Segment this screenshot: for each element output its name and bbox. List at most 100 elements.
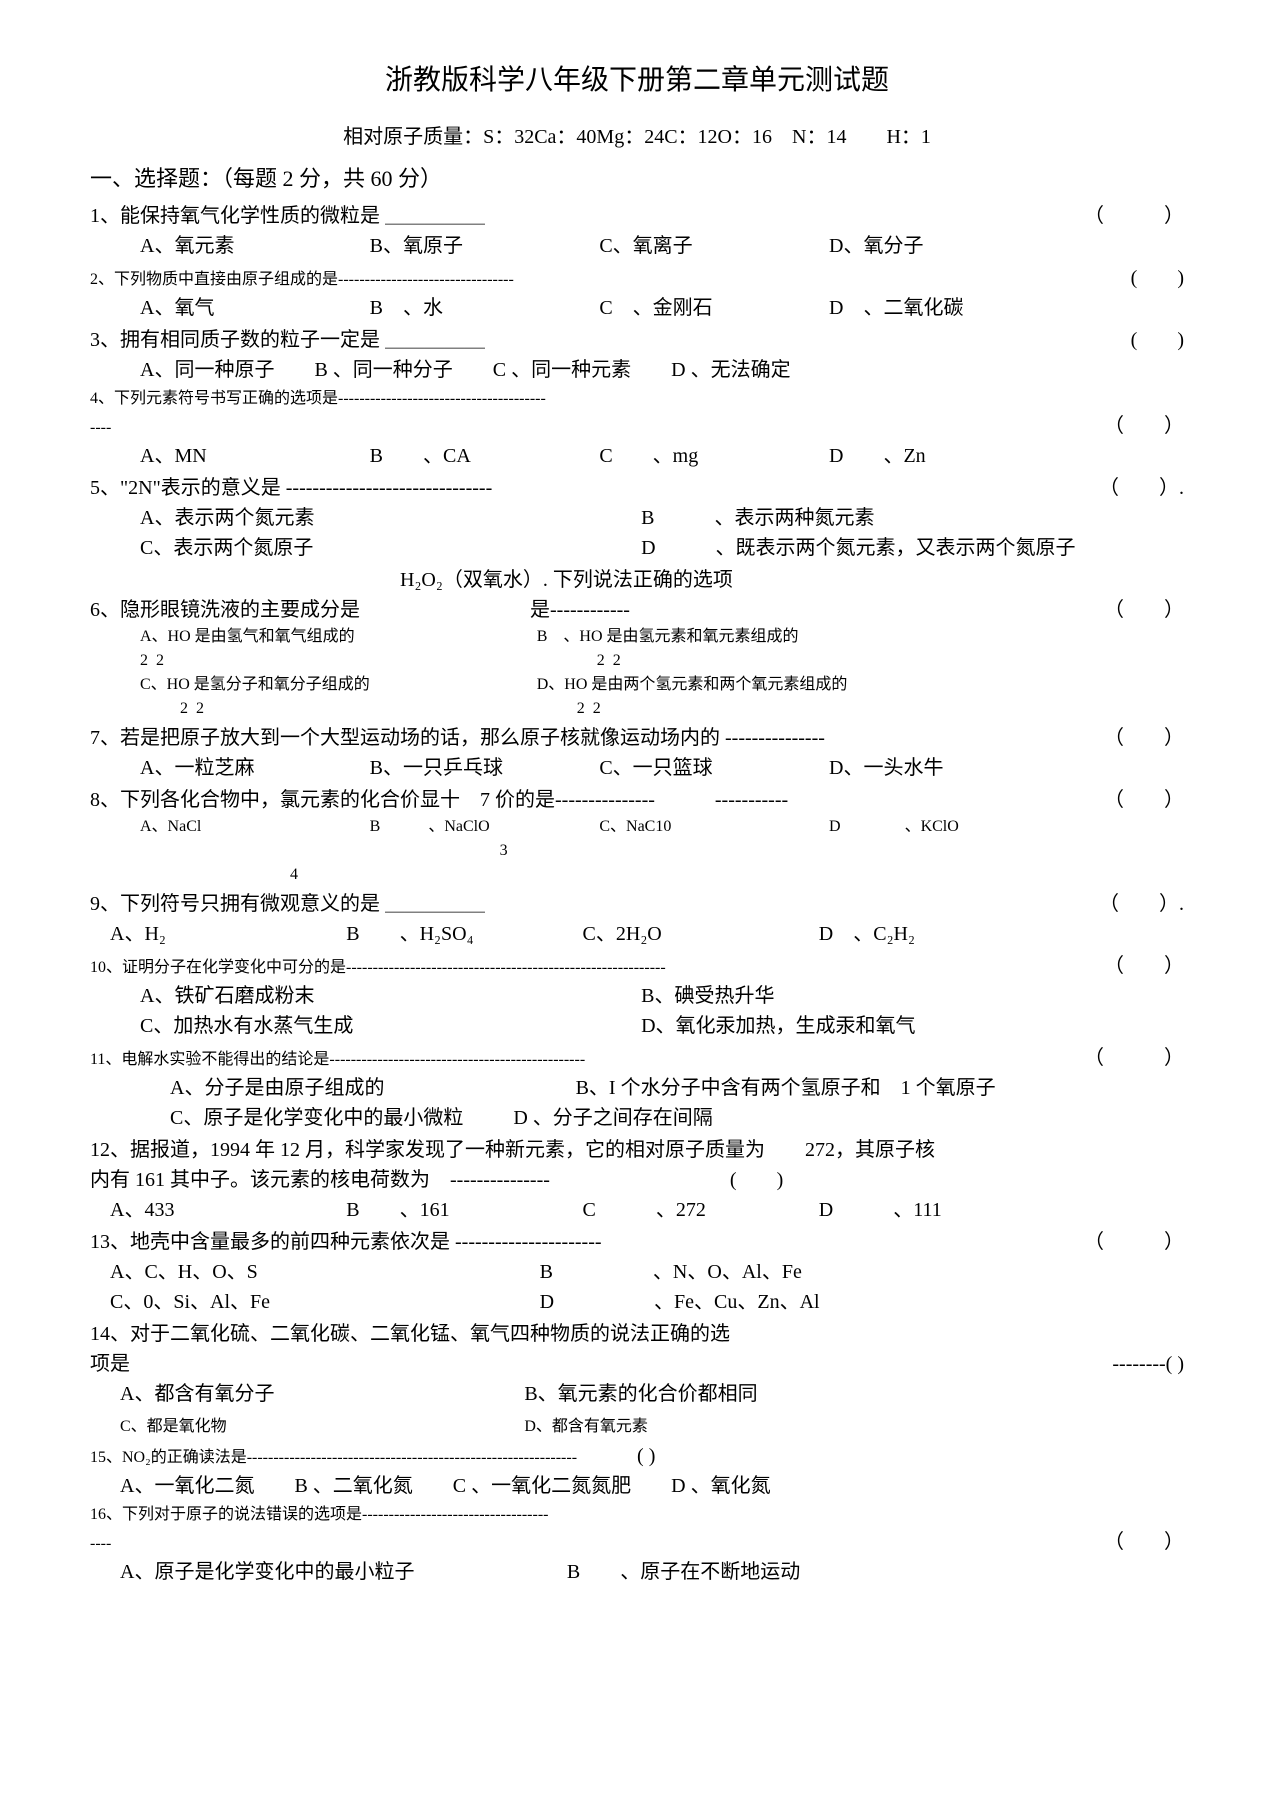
q10-stem: 10、证明分子在化学变化中可分的是-----------------------… [90,956,666,980]
q1-opt-a: A、氧元素 [140,231,370,261]
q3-opt-c: C 、同一种元素 [493,355,671,385]
q16-opt-a: A、原子是化学变化中的最小粒子 [120,1557,567,1587]
answer-paren: （ ） [1064,201,1184,231]
q13-opt-b: B 、N、O、Al、Fe [540,1257,1056,1287]
q15-opt-a: A、一氧化二氮 [120,1471,294,1501]
q2-opt-c: C 、金刚石 [599,293,829,323]
q1-opt-d: D、氧分子 [829,231,1059,261]
q14-opt-b: B、氧元素的化合价都相同 [524,1379,1035,1409]
question-10: 10、证明分子在化学变化中可分的是-----------------------… [90,951,1184,1041]
question-9: 9、下列符号只拥有微观意义的是 ＿＿＿＿＿ （ ）. A、H₂ B 、H₂SO₄… [90,889,1184,949]
q2-stem: 2、下列物质中直接由原子组成的是------------------------… [90,268,514,292]
q3-opt-d: D 、无法确定 [671,355,830,385]
question-5: 5、"2N"表示的意义是 ---------------------------… [90,473,1184,563]
answer-paren: ( ) [1111,263,1184,293]
q13-stem: 13、地壳中含量最多的前四种元素依次是 --------------------… [90,1227,602,1257]
q10-opt-d: D、氧化汞加热，生成汞和氧气 [641,1011,1142,1041]
q6-opt-c: C、HO 是氢分子和氧分子组成的 [140,673,537,697]
q13-opt-d: D 、Fe、Cu、Zn、Al [540,1287,1056,1317]
q8-opt-c: C、NaC10 [599,815,829,839]
q4-cont: ---- [90,416,111,440]
answer-paren: （ ） [1064,1043,1184,1073]
q16-stem: 16、下列对于原子的说法错误的选项是----------------------… [90,1503,1184,1527]
q11-opt-b: B、I 个水分子中含有两个氢原子和 1 个氧原子 [576,1073,1164,1103]
answer-paren: （ ）. [1079,473,1184,503]
q15-stem: 15、NO₂的正确读法是----------------------------… [90,1446,577,1470]
question-12: 12、据报道，1994 年 12 月，科学家发现了一种新元素，它的相对原子质量为… [90,1135,1184,1225]
answer-paren: ( ) [550,1165,783,1195]
q6-sub-d: 2 2 [537,700,601,717]
answer-paren: （ ） [1084,723,1184,753]
q6-stem-l: 6、隐形眼镜洗液的主要成分是 [90,595,360,625]
q8-sub-d: 4 [140,863,520,887]
q8-opt-a: A、NaCl [140,815,370,839]
answer-paren: ( ) [1111,325,1184,355]
q5-opt-b: B 、表示两种氮元素 [641,503,1142,533]
q11-opt-a: A、分子是由原子组成的 [170,1073,576,1103]
q6-opt-d: D、HO 是由两个氢元素和两个氧元素组成的 [537,673,1038,697]
q6-stem-r: ------------ [550,595,630,625]
q7-stem: 7、若是把原子放大到一个大型运动场的话，那么原子核就像运动场内的 -------… [90,723,825,753]
answer-paren: ( ) [577,1441,655,1471]
q4-opt-b: B 、CA [370,441,600,471]
answer-paren: （ ） [1064,1227,1184,1257]
q15-opt-d: D 、氧化氮 [671,1471,810,1501]
q6-mid-pre: H₂O₂（双氧水）. 下列说法正确的选项 [90,565,1184,595]
q6-sub-c: 2 2 [140,700,204,717]
question-11: 11、电解水实验不能得出的结论是------------------------… [90,1043,1184,1133]
q12-opt-d: D 、111 [819,1195,1055,1225]
q12-stem1: 12、据报道，1994 年 12 月，科学家发现了一种新元素，它的相对原子质量为… [90,1135,1184,1165]
q9-opt-d: D 、C₂H₂ [819,919,1055,949]
q4-stem: 4、下列元素符号书写正确的选项是------------------------… [90,387,1184,411]
q6-mid: 是 [360,595,550,625]
q12-opt-a: A、433 [110,1195,346,1225]
q10-opt-b: B、碘受热升华 [641,981,1142,1011]
q4-opt-d: D 、Zn [829,441,1059,471]
q5-opt-d: D 、既表示两个氮元素，又表示两个氮原子 [641,533,1142,563]
q4-opt-a: A、MN [140,441,370,471]
q14-opt-a: A、都含有氧分子 [120,1379,524,1409]
q6-opt-a: A、HO 是由氢气和氧气组成的 [140,625,537,649]
q14-stem1: 14、对于二氧化硫、二氧化碳、二氧化锰、氧气四种物质的说法正确的选 [90,1319,1184,1349]
q1-opt-b: B、氧原子 [370,231,600,261]
q11-opt-d: D 、分子之间存在间隔 [513,1103,762,1133]
q9-opt-c: C、2H₂O [583,919,819,949]
question-15: 15、NO₂的正确读法是----------------------------… [90,1441,1184,1501]
answer-paren: （ ） [1084,951,1184,981]
q1-stem: 1、能保持氧气化学性质的微粒是 ＿＿＿＿＿ [90,201,485,231]
q15-opt-c: C 、一氧化二氮氮肥 [453,1471,671,1501]
question-3: 3、拥有相同质子数的粒子一定是 ＿＿＿＿＿ ( ) A、同一种原子 B 、同一种… [90,325,1184,385]
q3-opt-b: B 、同一种分子 [314,355,492,385]
question-2: 2、下列物质中直接由原子组成的是------------------------… [90,263,1184,323]
question-13: 13、地壳中含量最多的前四种元素依次是 --------------------… [90,1227,1184,1317]
page-title: 浙教版科学八年级下册第二章单元测试题 [90,60,1184,102]
answer-paren: （ ） [1084,595,1184,625]
q12-stem2: 内有 161 其中子。该元素的核电荷数为 --------------- [90,1165,550,1195]
q14-opt-c: C、都是氧化物 [120,1415,524,1439]
q10-opt-c: C、加热水有水蒸气生成 [140,1011,641,1041]
q9-opt-b: B 、H₂SO₄ [346,919,582,949]
q4-opt-c: C 、mg [599,441,829,471]
question-6: H₂O₂（双氧水）. 下列说法正确的选项 6、隐形眼镜洗液的主要成分是 是 --… [90,565,1184,721]
answer-paren: （ ）. [1079,889,1184,919]
question-8: 8、下列各化合物中，氯元素的化合价显十 7 价的是---------------… [90,785,1184,887]
q7-opt-d: D、一头水牛 [829,753,1059,783]
q6-sub-a: 2 2 [140,652,164,669]
q2-opt-d: D 、二氧化碳 [829,293,1059,323]
q2-opt-a: A、氧气 [140,293,370,323]
section-1-header: 一、选择题：（每题 2 分，共 60 分） [90,162,1184,195]
q2-opt-b: B 、水 [370,293,600,323]
question-16: 16、下列对于原子的说法错误的选项是----------------------… [90,1503,1184,1587]
q16-opt-b: B 、原子在不断地运动 [567,1557,1078,1587]
question-4: 4、下列元素符号书写正确的选项是------------------------… [90,387,1184,471]
q1-opt-c: C、氧离子 [599,231,829,261]
q9-stem: 9、下列符号只拥有微观意义的是 ＿＿＿＿＿ [90,889,485,919]
q12-opt-b: B 、161 [346,1195,582,1225]
question-7: 7、若是把原子放大到一个大型运动场的话，那么原子核就像运动场内的 -------… [90,723,1184,783]
q13-opt-a: A、C、H、O、S [110,1257,540,1287]
q3-opt-a: A、同一种原子 [140,355,314,385]
q11-stem: 11、电解水实验不能得出的结论是------------------------… [90,1048,585,1072]
q8-opt-d: D 、KClO [829,815,1059,839]
answer-paren: --------( ) [1092,1349,1184,1379]
atomic-mass-line: 相对原子质量：S：32Ca：40Mg：24C：12O：16 N：14 H：1 [90,122,1184,152]
